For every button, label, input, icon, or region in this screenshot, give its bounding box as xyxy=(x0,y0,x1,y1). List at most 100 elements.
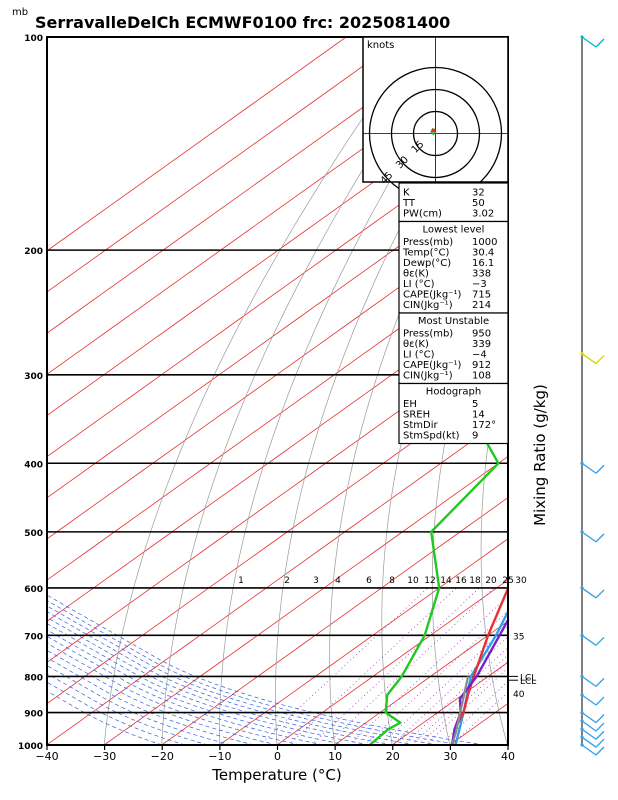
isotherm-line xyxy=(161,497,508,745)
mixing-ratio-line xyxy=(425,667,508,745)
lowest-level-row-value: 30.4 xyxy=(472,248,494,259)
moist-adiabat-line xyxy=(47,681,185,745)
isotherm-line xyxy=(103,455,508,745)
storm-motion-marker xyxy=(431,128,436,133)
mixing-ratio-label: 3 xyxy=(313,576,319,586)
mixing-ratio-label: 30 xyxy=(515,576,527,586)
isotherm-line xyxy=(47,37,404,293)
wind-barb-staff xyxy=(581,36,597,48)
temperature-profile-line xyxy=(450,585,508,745)
isotherm-line xyxy=(47,85,508,416)
lcl-lift-line xyxy=(451,676,470,745)
x-tick-label: −10 xyxy=(208,750,231,763)
isotherm-line xyxy=(334,620,508,745)
basic-indices-row-label: PW(cm) xyxy=(403,209,442,220)
chart-title: SerravalleDelCh ECMWF0100 frc: 202508140… xyxy=(35,13,450,32)
lowest-level-row-label: LI (°C) xyxy=(403,279,435,290)
wind-barb-staff xyxy=(581,353,597,365)
pressure-tick-label: 300 xyxy=(24,372,43,382)
x-tick-label: 30 xyxy=(443,750,457,763)
moist-adiabat-line xyxy=(47,629,347,745)
dry-adiabat-line xyxy=(574,37,618,745)
basic-indices-row-value: 32 xyxy=(472,188,485,199)
moist-adiabat-line xyxy=(47,594,485,745)
lowest-level-title: Lowest level xyxy=(423,225,485,236)
lowest-level-row-label: θε(K) xyxy=(403,269,429,280)
wind-barb-staff xyxy=(581,744,597,756)
hodograph-params-row-value: 5 xyxy=(472,399,478,410)
wind-barb-flag xyxy=(595,677,605,687)
lowest-level-row-label: Dewp(°C) xyxy=(403,258,451,269)
moist-adiabat-line xyxy=(47,600,462,745)
moist-adiabat-line xyxy=(47,673,208,745)
pressure-tick-label: 500 xyxy=(24,529,43,539)
wind-barb-staff xyxy=(581,587,597,599)
x-tick-label: −30 xyxy=(93,750,116,763)
wind-barb-staff xyxy=(581,728,597,740)
mixing-ratio-label: 25 xyxy=(502,576,513,586)
basic-indices-row-value: 3.02 xyxy=(472,209,494,220)
virtual_temp-profile-line xyxy=(454,608,508,745)
mixing-ratio-label: 6 xyxy=(366,576,372,586)
mixing-ratio-line xyxy=(325,587,495,745)
wind-barb-staff xyxy=(581,462,597,474)
x-tick-label: 10 xyxy=(328,750,342,763)
pressure-tick-label: 200 xyxy=(24,247,43,257)
pressure-tick-label: 900 xyxy=(24,710,43,720)
isotherm-line xyxy=(47,208,508,540)
moist-adiabat-line xyxy=(47,649,278,745)
dry-adiabat-line xyxy=(329,87,508,745)
mixing-ratio-label: 4 xyxy=(335,576,341,586)
mixing-ratio-side-label: 40 xyxy=(513,690,525,700)
lowest-level-row-value: 214 xyxy=(472,300,491,311)
wind-barb-staff xyxy=(581,694,597,706)
dry-adiabat-line xyxy=(480,338,508,745)
mixing-ratio-label: 2 xyxy=(284,576,290,586)
hodograph-params-row-value: 9 xyxy=(472,431,478,442)
lcl-label: LCL xyxy=(520,673,536,683)
wind-barb-flag xyxy=(595,636,605,646)
pressure-tick-label: 800 xyxy=(24,673,43,683)
mixing-ratio-line xyxy=(259,587,428,745)
lowest-level-row-value: 1000 xyxy=(472,237,497,248)
dry-adiabat-line xyxy=(219,37,480,745)
mixing-ratio-label: 8 xyxy=(389,576,395,586)
most-unstable-row-value: 339 xyxy=(472,339,491,350)
wind-barb-flag xyxy=(595,696,605,706)
hodograph-units-label: knots xyxy=(367,40,394,51)
hodograph-params-box xyxy=(398,382,509,445)
basic-indices-row-label: TT xyxy=(402,198,416,209)
wind-barb-staff xyxy=(581,675,597,687)
most-unstable-row-value: 912 xyxy=(472,360,491,371)
x-tick-label: 40 xyxy=(501,750,515,763)
dry-adiabat-line xyxy=(103,37,420,745)
isotherm-line xyxy=(47,126,508,458)
wind-barb-flag xyxy=(595,533,605,543)
hodograph-params-row-label: StmDir xyxy=(403,420,438,431)
isotherm-line xyxy=(276,579,508,745)
most-unstable-row-value: −4 xyxy=(472,350,487,361)
moist-adiabat-line xyxy=(47,635,324,745)
most-unstable-row-label: LI (°C) xyxy=(403,350,435,361)
most-unstable-row-value: 950 xyxy=(472,329,491,340)
isotherm-line xyxy=(47,414,508,745)
wind-barb-flag xyxy=(595,589,605,599)
wind-barb-staff xyxy=(581,531,597,543)
wind-barb-flag xyxy=(595,714,605,724)
wind-barb-staff xyxy=(581,634,597,646)
mixing-ratio-label: 16 xyxy=(455,576,467,586)
isotherm-line xyxy=(47,250,508,581)
isotherm-line xyxy=(565,37,618,745)
x-tick-label: −40 xyxy=(35,750,58,763)
lowest-level-row-label: Temp(°C) xyxy=(402,248,450,259)
isotherm-line xyxy=(47,332,508,663)
hodograph-params-row-value: 14 xyxy=(472,410,485,421)
hodograph-params-row-label: StmSpd(kt) xyxy=(403,431,460,442)
basic-indices-row-label: K xyxy=(403,188,410,199)
hodograph-params-row-label: EH xyxy=(403,399,417,410)
mixing-ratio-label: 10 xyxy=(407,576,419,586)
